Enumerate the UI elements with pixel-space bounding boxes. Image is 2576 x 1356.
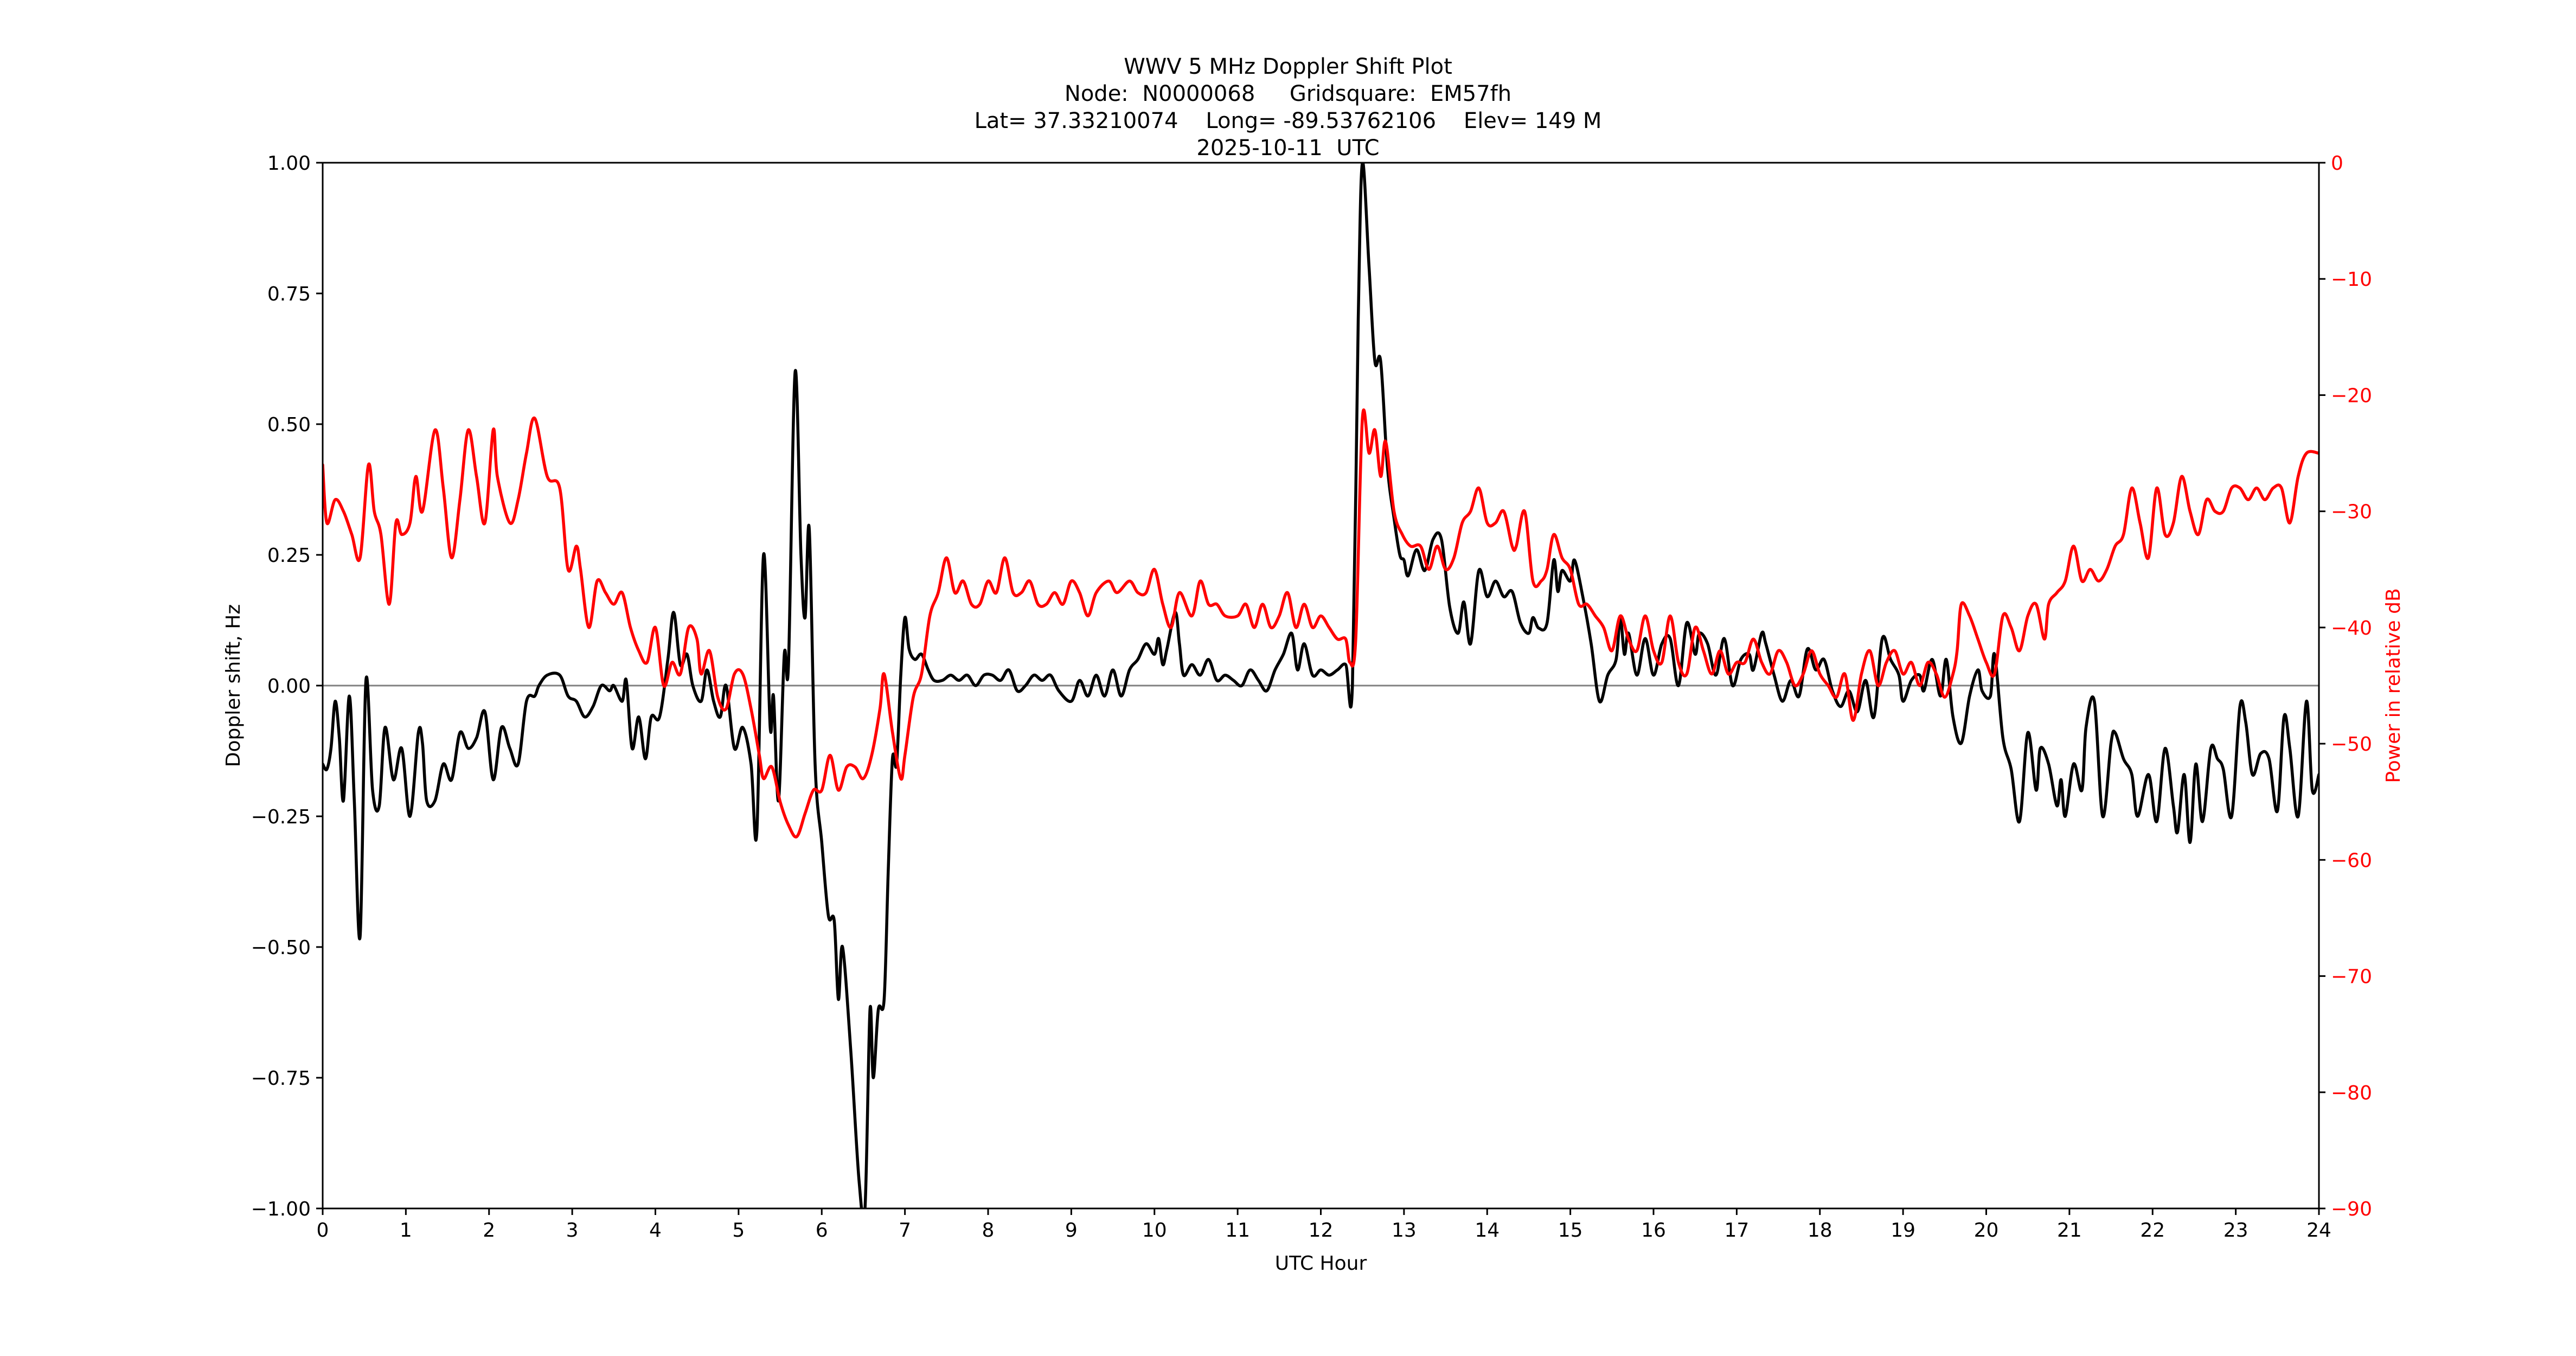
x-axis-label: UTC Hour <box>1275 1252 1367 1275</box>
y-tick-label: 0.25 <box>267 545 311 567</box>
x-tick-label: 22 <box>2140 1219 2165 1242</box>
x-tick-label: 12 <box>1309 1219 1334 1242</box>
doppler-shift-line <box>323 163 2319 1208</box>
chart-subtitle-node: Node: N0000068 Gridsquare: EM57fh <box>1064 81 1512 106</box>
x-tick-label: 4 <box>649 1219 662 1242</box>
y-axis-right-label: Power in relative dB <box>2382 588 2405 783</box>
y-tick-label: −0.25 <box>251 806 311 828</box>
x-tick-label: 8 <box>982 1219 995 1242</box>
y-axis-right-ticks: 0 −10 −20 −30 −40 −50 −60 −70 −80 −90 <box>2319 152 2372 1220</box>
x-tick-label: 17 <box>1724 1219 1749 1242</box>
x-tick-label: 6 <box>816 1219 828 1242</box>
x-tick-label: 16 <box>1641 1219 1666 1242</box>
x-tick-label: 13 <box>1392 1219 1417 1242</box>
y-tick-label: 0.50 <box>267 414 311 436</box>
chart-subtitle-location: Lat= 37.33210074 Long= -89.53762106 Elev… <box>974 108 1602 133</box>
y-tick-label: 0.00 <box>267 675 311 698</box>
x-tick-label: 24 <box>2306 1219 2331 1242</box>
y2-tick-label: 0 <box>2331 152 2343 175</box>
y2-tick-label: −30 <box>2331 501 2372 523</box>
x-tick-label: 3 <box>566 1219 579 1242</box>
x-tick-label: 1 <box>400 1219 412 1242</box>
y-tick-label: −1.00 <box>251 1198 311 1220</box>
x-tick-label: 19 <box>1891 1219 1915 1242</box>
y-axis-left-ticks: 1.00 0.75 0.50 0.25 0.00 −0.25 −0.50 −0.75 −1.00 <box>251 152 323 1220</box>
y2-tick-label: −50 <box>2331 733 2372 756</box>
y2-tick-label: −10 <box>2331 268 2372 291</box>
x-tick-label: 0 <box>317 1219 329 1242</box>
chart-series <box>323 163 2319 1208</box>
x-tick-label: 11 <box>1225 1219 1250 1242</box>
x-tick-label: 2 <box>483 1219 495 1242</box>
x-tick-label: 21 <box>2057 1219 2082 1242</box>
y2-tick-label: −20 <box>2331 385 2372 407</box>
y-tick-label: 0.75 <box>267 283 311 305</box>
x-tick-label: 9 <box>1065 1219 1078 1242</box>
y-tick-label: −0.50 <box>251 937 311 959</box>
x-tick-label: 23 <box>2223 1219 2248 1242</box>
y2-tick-label: −70 <box>2331 966 2372 988</box>
y2-tick-label: −80 <box>2331 1082 2372 1104</box>
y2-tick-label: −40 <box>2331 617 2372 639</box>
x-tick-label: 15 <box>1558 1219 1583 1242</box>
chart-subtitle-date: 2025-10-11 UTC <box>1196 136 1380 161</box>
y-tick-label: 1.00 <box>267 152 311 175</box>
x-tick-label: 5 <box>732 1219 745 1242</box>
y-tick-label: −0.75 <box>251 1067 311 1090</box>
x-tick-label: 18 <box>1808 1219 1832 1242</box>
x-tick-label: 10 <box>1142 1219 1167 1242</box>
x-tick-label: 7 <box>899 1219 911 1242</box>
x-axis-ticks: 0 1 2 3 4 5 6 7 8 9 10 11 12 13 14 15 16 17 18 19 20 21 22 23 24 <box>317 1208 2331 1242</box>
x-tick-label: 20 <box>1974 1219 1999 1242</box>
y-axis-left-label: Doppler shift, Hz <box>222 604 245 767</box>
y2-tick-label: −90 <box>2331 1198 2372 1220</box>
y2-tick-label: −60 <box>2331 849 2372 872</box>
chart-title: WWV 5 MHz Doppler Shift Plot <box>1124 54 1452 79</box>
x-tick-label: 14 <box>1475 1219 1500 1242</box>
power-db-line <box>323 408 2319 839</box>
chart-title-block: WWV 5 MHz Doppler Shift Plot Node: N0000… <box>0 53 2576 162</box>
